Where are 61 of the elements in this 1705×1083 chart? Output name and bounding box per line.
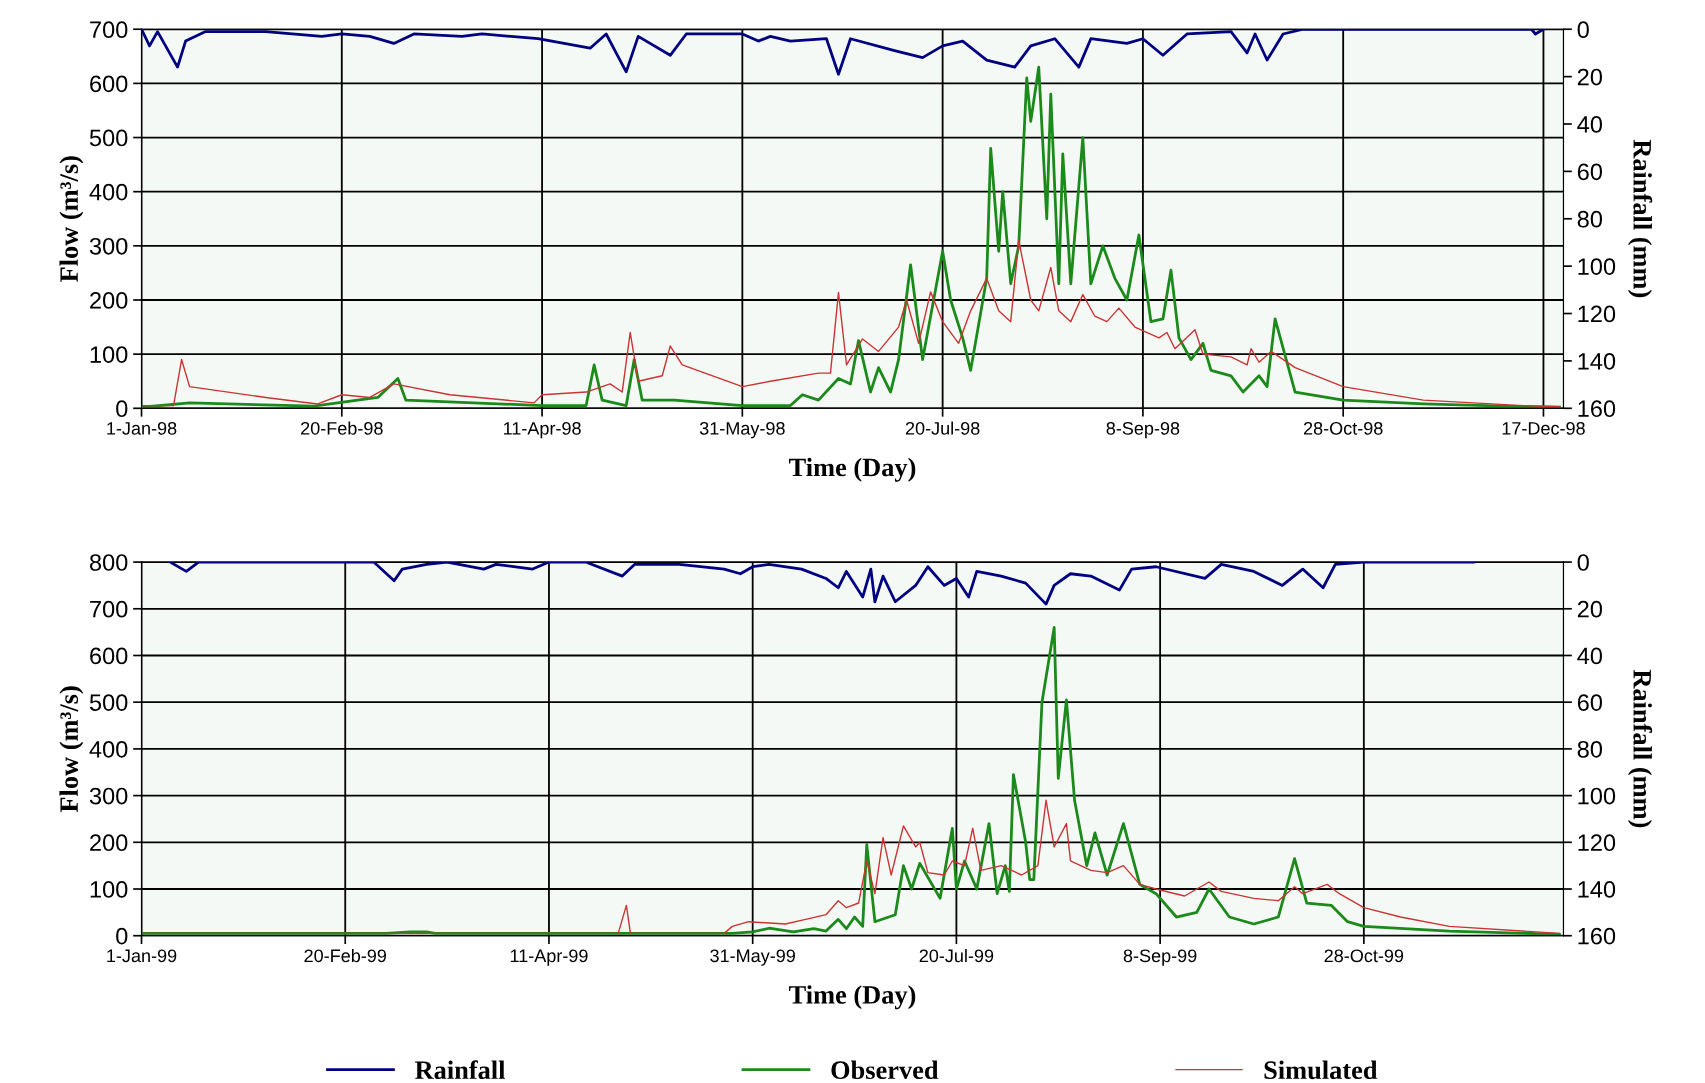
x-tick-label: 20-Feb-98 bbox=[301, 421, 383, 435]
y-tick-label: 300 bbox=[89, 787, 128, 805]
x-axis-title: Time (Day) bbox=[789, 457, 916, 482]
x-tick-label: 20-Jul-99 bbox=[919, 948, 994, 963]
y2-tick-label: 160 bbox=[1578, 927, 1616, 945]
y2-axis-title: Rainfall (mm) bbox=[1627, 139, 1653, 298]
y-tick-label: 500 bbox=[89, 694, 128, 711]
x-tick-label: 31-May-98 bbox=[699, 421, 785, 439]
y-tick-label: 400 bbox=[89, 740, 128, 758]
y2-tick-label: 120 bbox=[1578, 834, 1616, 852]
y2-tick-label: 140 bbox=[1578, 352, 1616, 370]
y2-tick-label: 0 bbox=[1577, 554, 1589, 571]
y2-tick-label: 0 bbox=[1577, 21, 1589, 39]
x-tick-label: 11-Apr-99 bbox=[510, 949, 588, 966]
y-tick-label: 600 bbox=[90, 75, 128, 93]
y2-tick-label: 120 bbox=[1578, 305, 1616, 323]
x-tick-label: 28-Oct-98 bbox=[1303, 421, 1383, 435]
y-tick-label: 300 bbox=[89, 237, 128, 255]
y-tick-label: 200 bbox=[90, 292, 128, 309]
x-tick-label: 17-Dec-98 bbox=[1502, 421, 1585, 435]
y2-tick-label: 140 bbox=[1578, 881, 1616, 898]
x-tick-label: 1-Jan-98 bbox=[107, 421, 177, 435]
y-tick-label: 0 bbox=[116, 400, 128, 418]
line-series bbox=[141, 29, 1545, 76]
y-tick-label: 0 bbox=[116, 927, 128, 945]
x-tick-label: 11-Apr-98 bbox=[503, 421, 581, 439]
line-series bbox=[168, 562, 1476, 606]
x-axis-title: Time (Day) bbox=[789, 985, 916, 1010]
y-tick-label: 600 bbox=[90, 647, 128, 665]
x-tick-label: 8-Sep-99 bbox=[1123, 949, 1197, 966]
y-tick-label: 700 bbox=[90, 21, 128, 39]
x-tick-label: 1-Jan-99 bbox=[107, 949, 177, 963]
y2-tick-label: 160 bbox=[1578, 400, 1616, 418]
y2-tick-label: 80 bbox=[1577, 740, 1603, 758]
y2-tick-label: 80 bbox=[1577, 210, 1603, 228]
y-tick-label: 800 bbox=[89, 554, 128, 571]
y2-tick-label: 20 bbox=[1577, 68, 1603, 86]
y2-tick-label: 40 bbox=[1577, 116, 1603, 133]
y-tick-label: 100 bbox=[90, 881, 128, 898]
y-tick-label: 500 bbox=[89, 129, 128, 147]
legend-label: Rainfall bbox=[415, 1060, 506, 1080]
y2-tick-label: 100 bbox=[1578, 787, 1616, 805]
x-tick-label: 20-Jul-98 bbox=[905, 421, 980, 435]
x-tick-label: 8-Sep-98 bbox=[1106, 421, 1180, 439]
y2-tick-label: 60 bbox=[1577, 694, 1603, 711]
y2-tick-label: 40 bbox=[1577, 647, 1603, 665]
x-tick-label: 28-Oct-99 bbox=[1324, 949, 1404, 963]
y-tick-label: 100 bbox=[90, 346, 128, 363]
x-tick-label: 31-May-99 bbox=[710, 949, 795, 966]
y-tick-label: 700 bbox=[90, 600, 128, 618]
y2-tick-label: 100 bbox=[1578, 258, 1616, 275]
y2-tick-label: 60 bbox=[1577, 163, 1603, 181]
x-tick-label: 20-Feb-99 bbox=[304, 948, 387, 963]
y-axis-title: Flow (m³/s) bbox=[59, 156, 84, 282]
legend-label: Simulated bbox=[1264, 1060, 1378, 1080]
y-tick-label: 200 bbox=[90, 834, 128, 852]
y2-axis-title: Rainfall (mm) bbox=[1627, 669, 1653, 828]
legend-label: Observed bbox=[831, 1060, 939, 1080]
y-tick-label: 400 bbox=[89, 183, 128, 201]
y-axis-title: Flow (m³/s) bbox=[59, 686, 84, 813]
y2-tick-label: 20 bbox=[1577, 600, 1603, 618]
